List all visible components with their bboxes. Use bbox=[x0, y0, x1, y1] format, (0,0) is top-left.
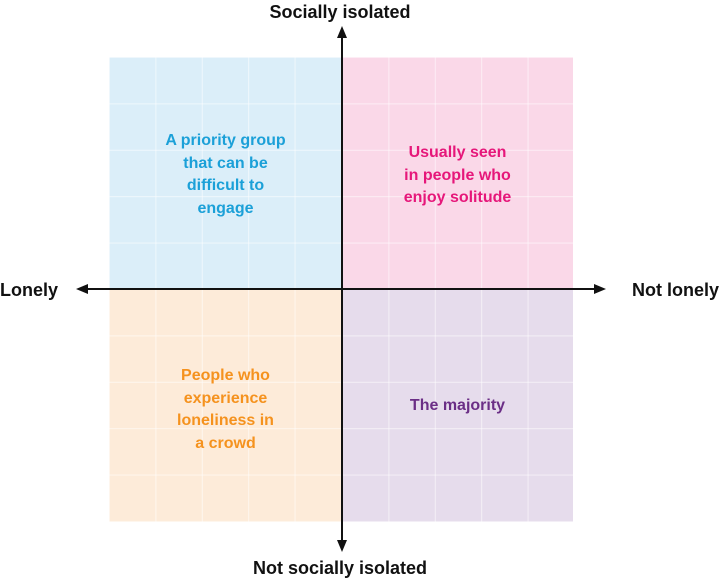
quadrant-lonely-socially-isolated: A priority group that can be difficult t… bbox=[109, 57, 342, 289]
quadrant-bottom-left-text: People who experience loneliness in a cr… bbox=[177, 367, 274, 452]
quadrant-not-lonely-socially-isolated: Usually seen in people who enjoy solitud… bbox=[342, 57, 573, 289]
arrow-right-icon bbox=[594, 284, 606, 294]
axis-label-bottom: Not socially isolated bbox=[252, 558, 428, 578]
quadrant-bottom-right-text: The majority bbox=[409, 397, 506, 414]
quadrant-top-left-text: A priority group that can be difficult t… bbox=[165, 132, 286, 217]
axis-label-left: Lonely bbox=[0, 280, 59, 300]
arrow-left-icon bbox=[76, 284, 88, 294]
quadrant-not-lonely-not-socially-isolated: The majority bbox=[342, 289, 573, 522]
axis-label-top: Socially isolated bbox=[269, 2, 411, 22]
arrow-down-icon bbox=[337, 540, 347, 552]
arrow-up-icon bbox=[337, 26, 347, 38]
quadrant-top-right-text: Usually seen in people who enjoy solitud… bbox=[403, 144, 512, 206]
quadrant-lonely-not-socially-isolated: People who experience loneliness in a cr… bbox=[109, 289, 342, 522]
axis-label-right: Not lonely bbox=[631, 280, 719, 300]
